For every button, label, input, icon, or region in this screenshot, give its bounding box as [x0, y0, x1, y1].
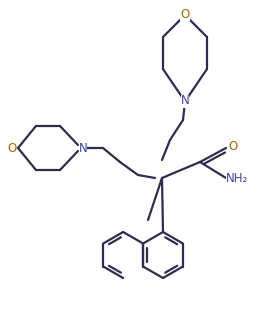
Text: N: N	[181, 95, 189, 108]
Text: N: N	[79, 142, 87, 155]
Text: O: O	[228, 140, 238, 152]
Text: O: O	[7, 142, 17, 155]
Text: NH₂: NH₂	[226, 173, 248, 185]
Text: O: O	[180, 7, 190, 21]
